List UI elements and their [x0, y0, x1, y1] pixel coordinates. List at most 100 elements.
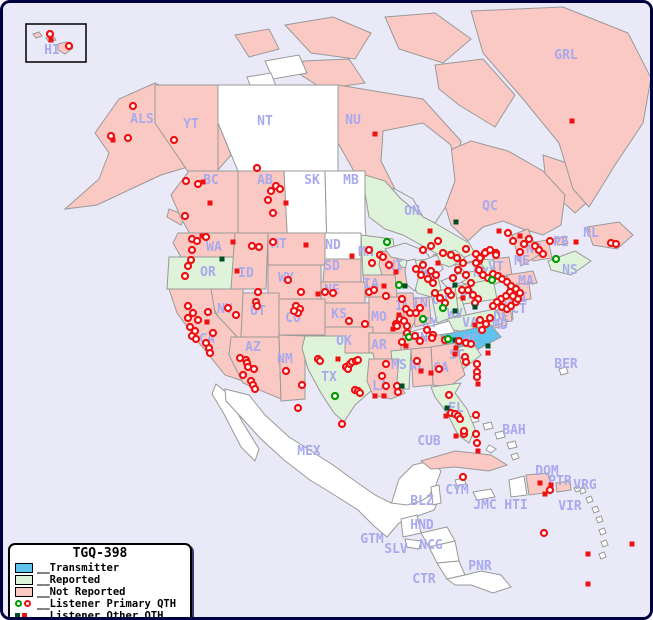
listener-primary-dot: [515, 247, 525, 257]
island: [595, 515, 604, 524]
listener-primary-dot: [344, 316, 354, 326]
listener-primary-dot: [426, 241, 436, 251]
region-label-MD: MD: [492, 318, 508, 333]
listener-primary-dot: [330, 391, 340, 401]
island: [482, 421, 494, 431]
listener-primary-dot: [539, 528, 549, 538]
listener-primary-dot: [123, 133, 133, 143]
listener-primary-dot: [428, 278, 438, 288]
listener-primary-dot: [180, 211, 190, 221]
listener-primary-dot: [364, 245, 374, 255]
region-label-PNR: PNR: [468, 559, 492, 574]
listener-primary-dot: [393, 387, 403, 397]
region-label-NS: NS: [562, 263, 578, 278]
island: [585, 495, 594, 504]
listener-primary-dot: [283, 275, 293, 285]
legend-label-other-qth: __Listener Other QTH: [37, 609, 164, 620]
listener-primary-dot: [472, 438, 482, 448]
listener-primary-dot: [188, 308, 198, 318]
island: [485, 444, 497, 454]
listener-primary-dot: [297, 380, 307, 390]
listener-other-dot: [381, 283, 387, 289]
listener-primary-dot: [443, 334, 453, 344]
transmitter-swatch: [15, 562, 33, 573]
listener-primary-dot: [289, 306, 299, 316]
region-label-VRG: VRG: [573, 478, 597, 493]
listener-other-dot: [428, 370, 434, 376]
island: [234, 28, 280, 58]
listener-primary-dot: [247, 241, 257, 251]
region-label-OK: OK: [336, 334, 352, 349]
island: [384, 12, 472, 64]
other-qth-markers: [15, 613, 33, 617]
listener-primary-dot: [180, 271, 190, 281]
listener-other-dot: [472, 304, 478, 310]
region-NM: [278, 334, 306, 402]
region-label-CTR: CTR: [412, 572, 436, 587]
listener-primary-dot: [128, 101, 138, 111]
region-label-CUB: CUB: [417, 434, 441, 449]
listener-primary-dot: [418, 260, 428, 270]
region-label-NU: NU: [345, 113, 361, 128]
listener-primary-dot: [263, 195, 273, 205]
region-label-MA: MA: [518, 274, 534, 289]
listener-other-dot: [199, 233, 205, 239]
listener-primary-dot: [378, 252, 388, 262]
listener-other-dot: [517, 233, 523, 239]
legend-label-reported: __Reported: [37, 573, 101, 586]
region-label-AB: AB: [257, 173, 273, 188]
listener-primary-dot: [253, 287, 263, 297]
listener-primary-dot: [293, 403, 303, 413]
legend-item-not-reported: __Not Reported: [15, 586, 185, 598]
reported-swatch: [15, 574, 33, 585]
listener-primary-dot: [545, 485, 555, 495]
listener-primary-dot: [452, 253, 462, 263]
region-SLV: [404, 538, 422, 550]
water-body: [380, 122, 456, 224]
region-label-ALS: ALS: [130, 112, 154, 127]
region-label-SLV: SLV: [384, 542, 408, 557]
region-PTR: [555, 480, 572, 493]
region-QC: [436, 140, 566, 242]
listener-primary-dot: [472, 372, 482, 382]
region-label-NL: NL: [583, 226, 599, 241]
listener-primary-dot: [472, 359, 482, 369]
region-label-BER: BER: [554, 357, 578, 372]
region-label-WV: WV: [447, 307, 463, 322]
listener-primary-dot: [45, 29, 55, 39]
listener-other-dot: [110, 137, 116, 143]
listener-other-dot: [349, 253, 355, 259]
region-label-PTR: PTR: [548, 474, 572, 489]
listener-primary-dot: [481, 319, 491, 329]
listener-primary-dot: [183, 261, 193, 271]
listener-other-dot: [443, 413, 449, 419]
listener-primary-dot: [186, 255, 196, 265]
listener-other-dot: [315, 291, 321, 297]
listener-primary-dot: [474, 265, 484, 275]
listener-primary-dot: [64, 41, 74, 51]
listener-other-dot: [496, 228, 502, 234]
island: [558, 366, 569, 376]
listener-other-dot: [390, 326, 396, 332]
listener-primary-dot: [381, 381, 391, 391]
region-label-PE: PE: [553, 235, 569, 250]
region-label-MB: MB: [343, 173, 359, 188]
region-label-CYM: CYM: [445, 483, 469, 498]
listener-primary-dot: [545, 236, 555, 246]
listener-primary-dot: [203, 307, 213, 317]
listener-primary-dot: [435, 293, 445, 303]
region-label-ND: ND: [325, 238, 341, 253]
region-label-BAH: BAH: [502, 423, 525, 438]
listener-primary-dot: [181, 176, 191, 186]
listener-primary-dot: [275, 184, 285, 194]
listener-primary-dot: [466, 339, 476, 349]
listener-primary-dot: [412, 356, 422, 366]
listener-primary-dot: [249, 364, 259, 374]
listener-primary-dot: [252, 301, 262, 311]
region-label-HTI: HTI: [504, 498, 527, 513]
listener-primary-dot: [416, 270, 426, 280]
listener-primary-dot: [169, 135, 179, 145]
listener-primary-dot: [185, 322, 195, 332]
listener-primary-dot: [201, 232, 211, 242]
